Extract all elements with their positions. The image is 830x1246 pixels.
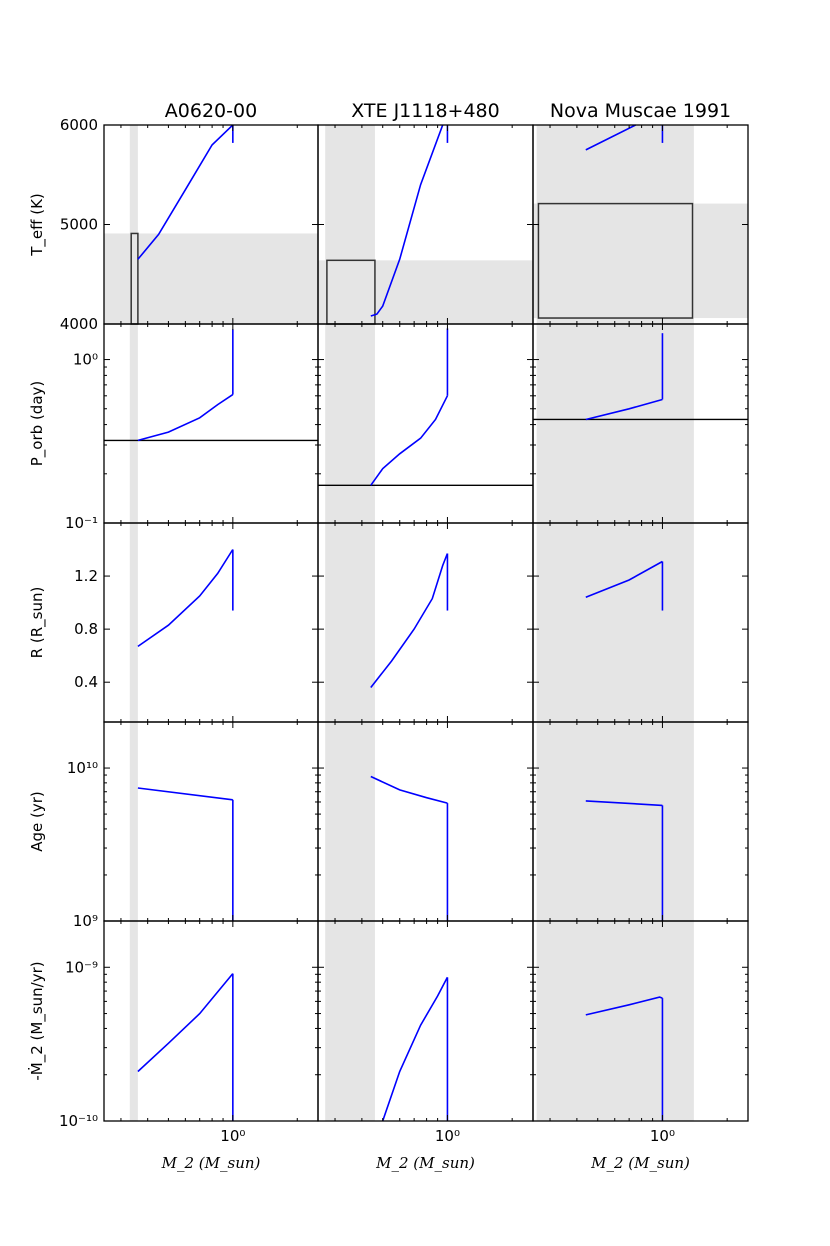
- y-tick-label: 6000: [60, 116, 98, 134]
- shaded-regions: [104, 125, 748, 1121]
- panel-title: XTE J1118+480: [351, 100, 499, 122]
- mass-range-band: [536, 921, 694, 1121]
- y-tick-label: 10⁰: [73, 351, 98, 369]
- y-tick-label: 0.4: [74, 673, 98, 691]
- y-tick-label: 10¹⁰: [67, 759, 98, 777]
- mass-range-band: [129, 722, 138, 921]
- mass-range-band: [129, 921, 138, 1121]
- evolution-curves: [137, 124, 664, 1122]
- evolution-track: [585, 560, 663, 599]
- observation-box: [537, 202, 694, 319]
- evolution-track: [585, 800, 663, 807]
- mass-range-band: [129, 125, 138, 324]
- evolution-track: [370, 124, 444, 317]
- evolution-track: [370, 553, 449, 688]
- panel-title: A0620-00: [165, 100, 257, 122]
- evolution-track: [585, 124, 636, 151]
- mass-range-band: [536, 722, 694, 921]
- y-axis-label-teff: T_eff (K): [28, 193, 47, 257]
- x-tick-label: 10⁰: [435, 1127, 460, 1145]
- evolution-track: [370, 395, 449, 486]
- mass-range-band: [129, 523, 138, 722]
- y-axis-label-radius: R (R_sun): [28, 587, 47, 659]
- y-tick-label: 4000: [60, 315, 98, 333]
- mass-range-band: [325, 722, 375, 921]
- temperature-band: [318, 260, 533, 324]
- y-tick-label: 10⁻¹⁰: [59, 1112, 98, 1130]
- panel-frame: [532, 920, 749, 1122]
- evolution-track: [137, 787, 233, 801]
- mass-range-band: [536, 324, 694, 523]
- panel-title: Nova Muscae 1991: [550, 100, 731, 122]
- y-tick-label: 0.8: [74, 620, 98, 638]
- axis-labels: 4000 5000 6000 T_eff (K) 10⁻¹ 10⁰ P_orb (day) 0…: [27, 100, 731, 1172]
- x-tick-label: 10⁰: [650, 1127, 675, 1145]
- y-tick-label: 1.2: [74, 567, 98, 585]
- evolution-track: [585, 398, 663, 421]
- x-axis-label: M_2 (M_sun): [161, 1154, 261, 1172]
- axis-ticks: [104, 124, 748, 1122]
- temperature-band: [104, 233, 318, 324]
- y-tick-label: 10⁻⁹: [65, 958, 98, 976]
- y-axis-label-porb: P_orb (day): [28, 381, 47, 466]
- mass-range-band: [325, 523, 375, 722]
- y-tick-label: 10⁹: [73, 912, 98, 930]
- x-axis-label: M_2 (M_sun): [375, 1154, 475, 1172]
- evolution-track: [137, 124, 234, 260]
- y-axis-label-mdot: -Ṁ_2 (M_sun/yr): [27, 961, 47, 1080]
- evolution-track: [137, 393, 234, 442]
- evolution-track: [585, 996, 663, 1016]
- mass-range-band: [325, 921, 375, 1121]
- y-axis-label-age: Age (yr): [28, 791, 46, 852]
- temperature-band: [533, 203, 748, 319]
- evolution-track: [137, 973, 234, 1073]
- mass-range-band: [129, 324, 138, 523]
- mass-range-band: [325, 324, 375, 523]
- evolution-track: [381, 976, 449, 1122]
- mass-range-band: [536, 523, 694, 722]
- evolution-track: [370, 775, 448, 804]
- evolution-track: [137, 549, 234, 648]
- x-axis-label: M_2 (M_sun): [590, 1154, 690, 1172]
- x-tick-label: 10⁰: [220, 1127, 245, 1145]
- y-tick-label: 5000: [60, 216, 98, 234]
- y-tick-label: 10⁻¹: [65, 514, 98, 532]
